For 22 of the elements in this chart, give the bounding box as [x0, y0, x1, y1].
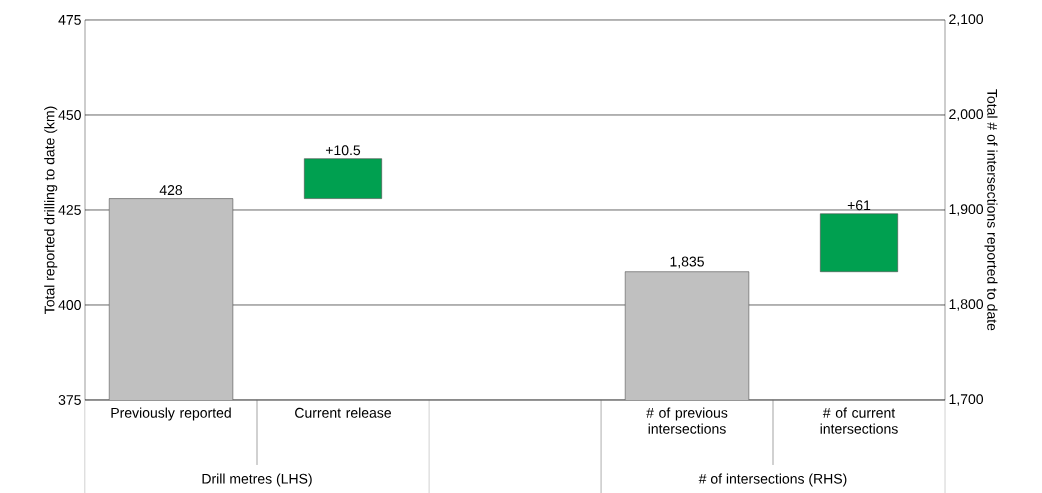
y2-tick-label: 1,900: [949, 204, 984, 216]
data-label: +10.5: [325, 145, 361, 156]
text: # of intersections (RHS): [698, 473, 847, 487]
y-tick-label: 375: [58, 395, 81, 405]
x-tick-label: # of current intersections: [820, 407, 898, 434]
y2-tick-label: 1,800: [949, 299, 984, 311]
y2-axis-title: Total # of intersections reported to date: [984, 89, 998, 331]
y-tick-label: 425: [58, 205, 81, 215]
data-label: 1,835: [670, 256, 704, 269]
y2-tick-label: 1,700: [949, 394, 984, 406]
y-tick-label: 400: [58, 300, 81, 310]
y-tick-label: 450: [58, 110, 81, 120]
y2-tick-label: 2,000: [949, 109, 984, 121]
x-tick-label: Previously reported: [111, 407, 231, 421]
data-label: +61: [847, 200, 871, 211]
y-tick-label: 475: [58, 15, 81, 25]
x-tick-label: # of previous intersections: [646, 407, 728, 434]
y-axis-title: Total reported drilling to date (km): [44, 106, 58, 314]
y2-tick-label: 2,100: [949, 14, 984, 26]
x-tick-label: Current release: [295, 407, 391, 418]
text: Drill metres (LHS): [202, 473, 312, 487]
data-label: 428: [159, 185, 183, 196]
